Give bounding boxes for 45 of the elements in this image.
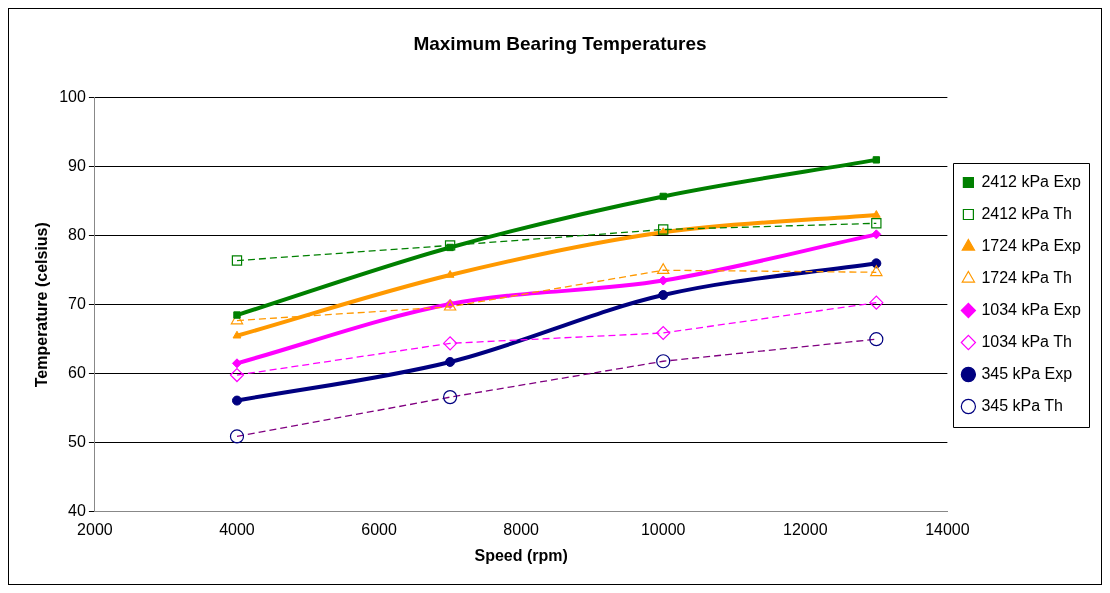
legend-label: 1034 kPa Exp	[981, 300, 1082, 318]
point	[231, 358, 242, 369]
x-tick-label: 4000	[219, 520, 255, 538]
point	[656, 263, 670, 275]
point	[871, 258, 882, 269]
y-tick-label: 90	[68, 157, 86, 175]
legend-label: 1034 kPa Th	[981, 332, 1072, 350]
x-tick-label: 8000	[503, 520, 540, 538]
point	[870, 265, 883, 277]
legend-label: 2412 kPa Exp	[981, 172, 1082, 190]
x-tick-label: 12000	[783, 520, 828, 538]
legend-label: 1724 kPa Th	[981, 268, 1072, 286]
point	[658, 290, 669, 301]
point	[233, 311, 241, 319]
point	[871, 218, 882, 229]
legend-label: 345 kPa Th	[981, 396, 1063, 414]
legend-label: 345 kPa Exp	[981, 364, 1073, 382]
point	[871, 229, 882, 240]
x-tick-label: 2000	[77, 520, 113, 538]
chart-title: Maximum Bearing Temperatures	[413, 32, 707, 54]
x-tick-label: 6000	[361, 520, 397, 538]
point	[659, 192, 667, 201]
y-tick-label: 60	[68, 364, 86, 382]
x-axis-title: Speed (rpm)	[474, 546, 568, 564]
y-tick-label: 40	[68, 502, 86, 520]
point	[871, 210, 881, 218]
point	[869, 295, 884, 310]
point	[229, 367, 245, 383]
y-tick-label: 80	[68, 226, 86, 244]
point	[445, 356, 456, 367]
legend-label: 1724 kPa Exp	[981, 236, 1082, 254]
legend-label: 2412 kPa Th	[981, 204, 1072, 222]
point	[445, 270, 455, 278]
point	[656, 325, 671, 341]
y-tick-label: 100	[59, 88, 86, 106]
point	[231, 255, 243, 266]
y-axis-title: Temperature (celsius)	[33, 222, 51, 388]
y-tick-label: 50	[68, 433, 86, 451]
y-tick-label: 70	[68, 295, 86, 313]
point	[872, 156, 881, 164]
x-tick-label: 10000	[640, 520, 686, 538]
point	[443, 336, 458, 351]
point	[232, 330, 242, 339]
point	[231, 395, 242, 406]
x-tick-label: 14000	[925, 520, 970, 538]
